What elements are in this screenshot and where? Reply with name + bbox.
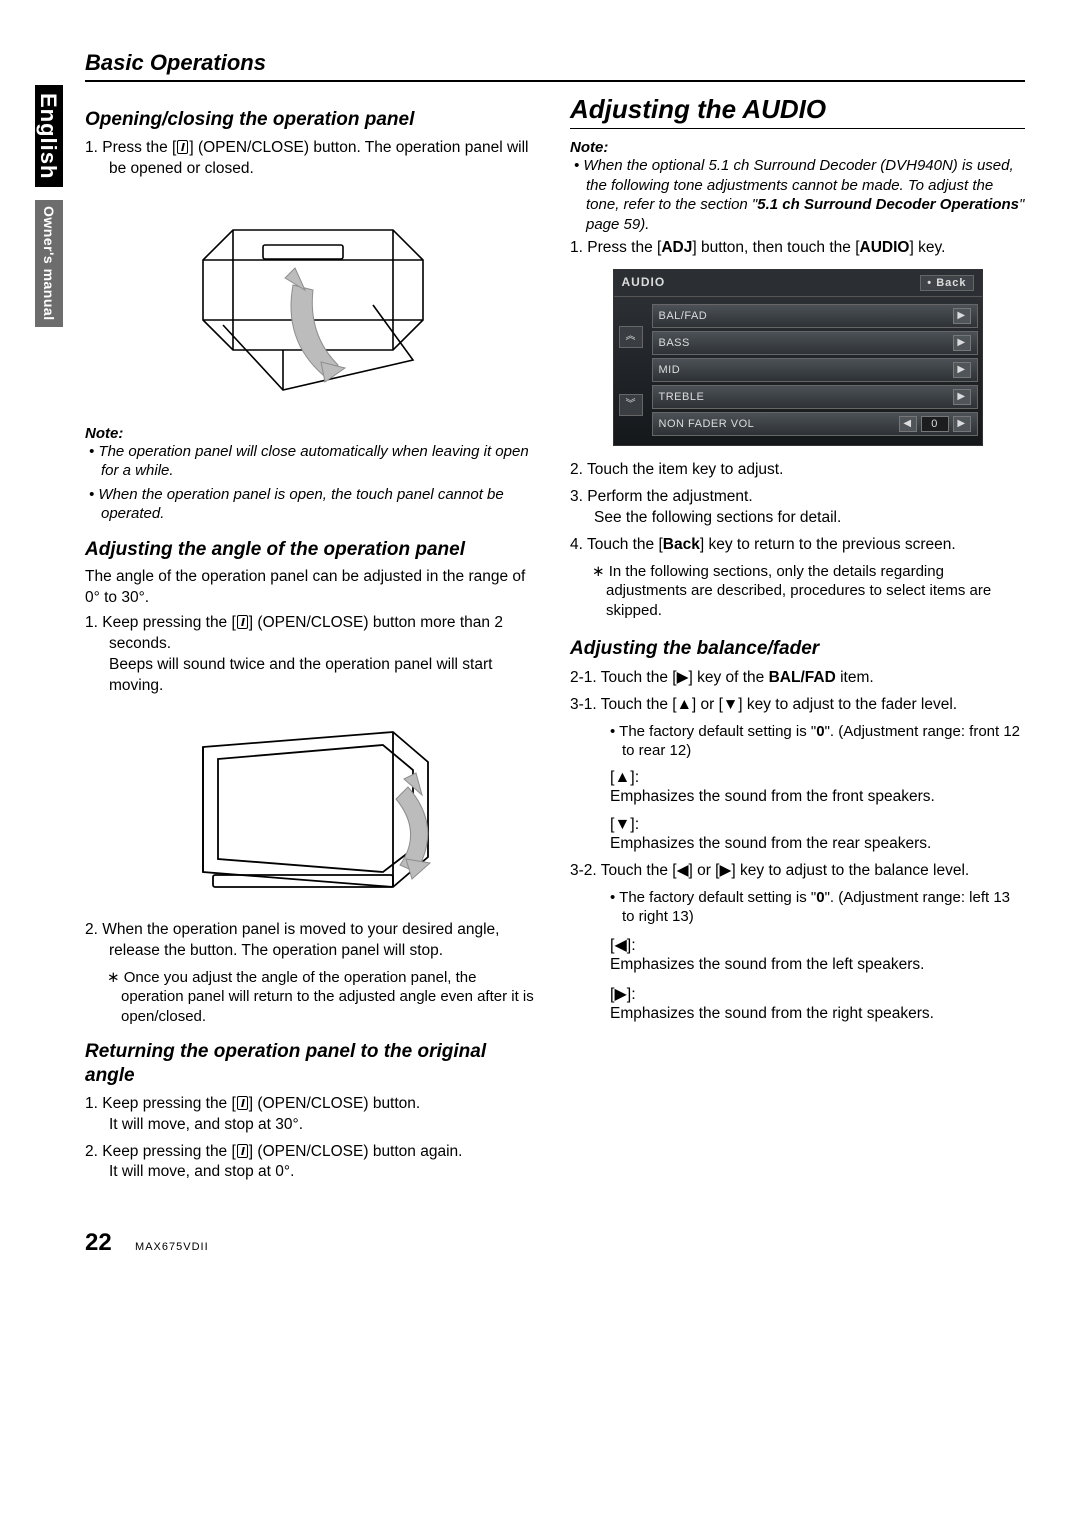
running-head: Basic Operations: [85, 50, 1025, 82]
model-id: MAX675VDII: [135, 1241, 209, 1253]
fader-down-symbol: [▼]:: [610, 816, 1025, 834]
row-nonfader[interactable]: NON FADER VOL ◀ 0 ▶: [652, 412, 978, 436]
open-step-1: 1. Press the [] (OPEN/CLOSE) button. The…: [85, 138, 540, 180]
row-mid[interactable]: MID▶: [652, 358, 978, 382]
manual-tab: Owner's manual: [35, 200, 63, 327]
open-close-icon: [237, 1144, 248, 1158]
bf-31-bullet: The factory default setting is "0". (Adj…: [610, 722, 1025, 761]
illustration-panel-open: [85, 190, 540, 415]
angle-asterisk-note: ∗ Once you adjust the angle of the opera…: [85, 968, 540, 1027]
audio-step-1: 1. Press the [ADJ] button, then touch th…: [570, 238, 1025, 259]
angle-intro: The angle of the operation panel can be …: [85, 567, 540, 609]
heading-balfad: Adjusting the balance/fader: [570, 638, 1025, 660]
heading-return: Returning the operation panel to the ori…: [85, 1040, 540, 1088]
bf-step-31: 3-1. Touch the [▲] or [▼] key to adjust …: [570, 695, 1025, 716]
scroll-up-icon[interactable]: ︽: [619, 326, 643, 348]
row-bass[interactable]: BASS▶: [652, 331, 978, 355]
chevron-right-icon[interactable]: ▶: [953, 335, 971, 351]
chevron-right-icon[interactable]: ▶: [953, 308, 971, 324]
language-tab: English: [35, 85, 63, 187]
heading-angle: Adjusting the angle of the operation pan…: [85, 538, 540, 562]
chevron-right-icon[interactable]: ▶: [953, 389, 971, 405]
audio-note: When the optional 5.1 ch Surround Decode…: [570, 156, 1025, 234]
chevron-right-icon[interactable]: ▶: [953, 416, 971, 432]
chevron-left-icon[interactable]: ◀: [899, 416, 917, 432]
return-step-2: 2. Keep pressing the [] (OPEN/CLOSE) but…: [85, 1142, 540, 1184]
open-close-icon: [237, 615, 248, 629]
balance-right-symbol: [▶]:: [610, 984, 1025, 1004]
bf-step-21: 2-1. Touch the [▶] key of the BAL/FAD it…: [570, 668, 1025, 689]
open-close-icon: [237, 1096, 248, 1110]
fader-down-text: Emphasizes the sound from the rear speak…: [610, 834, 1025, 855]
bf-32-bullet: The factory default setting is "0". (Adj…: [610, 888, 1025, 927]
bf-step-32: 3-2. Touch the [◀] or [▶] key to adjust …: [570, 861, 1025, 882]
open-note-1: The operation panel will close automatic…: [85, 442, 540, 481]
audio-step-2: 2. Touch the item key to adjust.: [570, 460, 1025, 481]
fader-up-text: Emphasizes the sound from the front spea…: [610, 787, 1025, 808]
open-close-icon: [177, 140, 188, 154]
heading-audio: Adjusting the AUDIO: [570, 94, 1025, 129]
balance-left-symbol: [◀]:: [610, 935, 1025, 955]
chevron-right-icon[interactable]: ▶: [953, 362, 971, 378]
row-balfad[interactable]: BAL/FAD▶: [652, 304, 978, 328]
return-step-1: 1. Keep pressing the [] (OPEN/CLOSE) but…: [85, 1094, 540, 1136]
balance-right-text: Emphasizes the sound from the right spea…: [610, 1004, 1025, 1025]
nonfader-value: 0: [921, 416, 949, 432]
open-note-2: When the operation panel is open, the to…: [85, 485, 540, 524]
page-number: 22: [85, 1229, 112, 1256]
angle-step-1: 1. Keep pressing the [] (OPEN/CLOSE) but…: [85, 613, 540, 697]
audio-step-4: 4. Touch the [Back] key to return to the…: [570, 535, 1025, 556]
screen-title: AUDIO: [622, 275, 666, 291]
audio-step-3: 3. Perform the adjustment.See the follow…: [570, 487, 1025, 529]
audio-asterisk-note: ∗ In the following sections, only the de…: [570, 562, 1025, 621]
row-treble[interactable]: TREBLE▶: [652, 385, 978, 409]
angle-step-2: 2. When the operation panel is moved to …: [85, 920, 540, 962]
audio-screen: AUDIO • Back ︽ ︾ BAL/FAD▶ BASS▶ MID▶ TRE…: [613, 269, 983, 446]
fader-up-symbol: [▲]:: [610, 769, 1025, 787]
illustration-panel-tilt: [85, 707, 540, 912]
scroll-down-icon[interactable]: ︾: [619, 394, 643, 416]
note-label: Note:: [570, 139, 1025, 156]
balance-left-text: Emphasizes the sound from the left speak…: [610, 955, 1025, 976]
heading-open-close: Opening/closing the operation panel: [85, 108, 540, 132]
note-label: Note:: [85, 425, 540, 442]
screen-back-button[interactable]: • Back: [920, 275, 973, 291]
